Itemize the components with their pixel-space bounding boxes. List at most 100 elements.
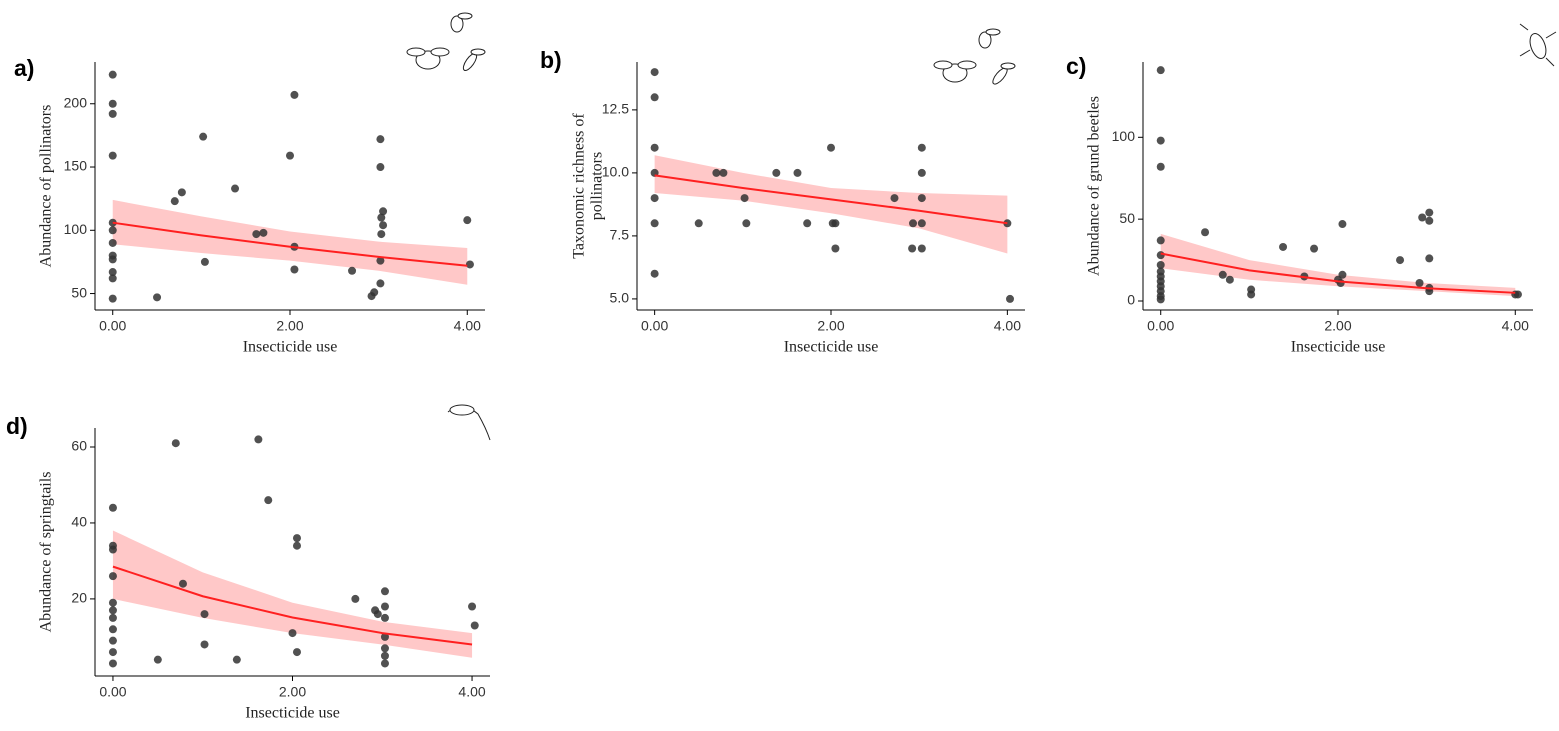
data-point (1336, 278, 1345, 287)
data-point (650, 219, 659, 228)
insect-icon (933, 28, 1016, 85)
x-tick-label: 4.00 (458, 684, 485, 700)
data-point (200, 640, 209, 649)
data-point (650, 143, 659, 152)
data-point (1425, 254, 1434, 263)
data-point (108, 598, 117, 607)
data-point (1310, 244, 1319, 253)
data-point (1225, 275, 1234, 284)
data-point (108, 636, 117, 645)
x-tick-label: 2.00 (817, 318, 844, 334)
data-point (1415, 278, 1424, 287)
data-point (200, 257, 209, 266)
data-point (468, 602, 477, 611)
data-point (199, 132, 208, 141)
data-point (108, 226, 117, 235)
data-point (370, 288, 379, 297)
data-point (890, 194, 899, 203)
data-point (170, 197, 179, 206)
data-point (376, 135, 385, 144)
panel-label: d) (6, 413, 28, 439)
data-point (376, 163, 385, 172)
data-point (831, 219, 840, 228)
data-point (108, 648, 117, 657)
x-axis-title: Insecticide use (1291, 339, 1386, 356)
data-point (470, 621, 479, 630)
x-axis-title: Insecticide use (243, 339, 338, 356)
data-point (292, 648, 301, 657)
insect-icon (406, 12, 486, 72)
fit-line (654, 174, 1008, 225)
data-point (380, 651, 389, 660)
data-point (108, 274, 117, 283)
panel-label: b) (540, 47, 562, 73)
data-point (1156, 295, 1165, 304)
data-point (108, 606, 117, 615)
data-point (290, 265, 299, 274)
data-point (254, 435, 263, 444)
data-point (379, 221, 388, 230)
fit-line (112, 565, 473, 646)
data-point (292, 534, 301, 543)
data-point (259, 228, 268, 237)
data-point (108, 294, 117, 303)
data-point (1247, 290, 1256, 299)
data-point (917, 194, 926, 203)
data-point (108, 625, 117, 634)
y-tick-label: 12.5 (602, 101, 629, 117)
data-point (827, 143, 835, 152)
y-tick-label: 20 (71, 590, 87, 606)
data-point (1418, 213, 1427, 222)
y-tick-label: 100 (1112, 128, 1136, 144)
data-point (108, 572, 117, 581)
data-point (108, 238, 117, 247)
data-point (1156, 66, 1165, 75)
data-point (376, 279, 385, 288)
data-point (286, 151, 294, 160)
data-point (376, 256, 385, 265)
x-tick-label: 4.00 (994, 318, 1021, 334)
data-point (351, 594, 360, 603)
y-tick-label: 0 (1127, 292, 1135, 308)
beetle-icon (1519, 23, 1557, 67)
x-tick-label: 0.00 (1147, 318, 1174, 334)
confidence-band (112, 530, 473, 658)
data-point (153, 293, 162, 302)
x-axis-title: Insecticide use (784, 339, 879, 356)
data-point (108, 70, 117, 79)
y-tick-label: 7.5 (610, 227, 630, 243)
fit-line (112, 221, 468, 267)
data-point (178, 579, 187, 588)
data-point (373, 610, 382, 619)
data-point (694, 219, 703, 228)
y-tick-label: 5.0 (610, 290, 630, 306)
y-axis-title: Taxonomic richness of (571, 113, 588, 259)
data-point (1156, 260, 1165, 269)
data-point (740, 194, 749, 203)
data-point (917, 219, 926, 228)
data-point (108, 503, 117, 512)
data-point (290, 90, 299, 99)
springtail-icon (447, 404, 491, 441)
data-point (171, 439, 180, 448)
y-axis-title: Abundance of pollinators (38, 105, 55, 268)
confidence-band (1160, 233, 1516, 297)
data-point (712, 168, 721, 177)
data-point (1279, 242, 1288, 251)
data-point (108, 99, 117, 108)
data-point (917, 168, 926, 177)
data-point (1218, 270, 1227, 279)
data-point (803, 219, 812, 228)
data-point (909, 219, 918, 228)
data-point (772, 168, 781, 177)
data-point (463, 216, 472, 225)
data-point (742, 219, 751, 228)
panel-label: a) (14, 55, 34, 81)
data-point (231, 184, 240, 193)
data-point (252, 230, 261, 239)
y-tick-label: 50 (1119, 210, 1135, 226)
x-axis-title: Insecticide use (245, 705, 340, 722)
data-point (831, 244, 840, 253)
data-point (108, 151, 117, 160)
